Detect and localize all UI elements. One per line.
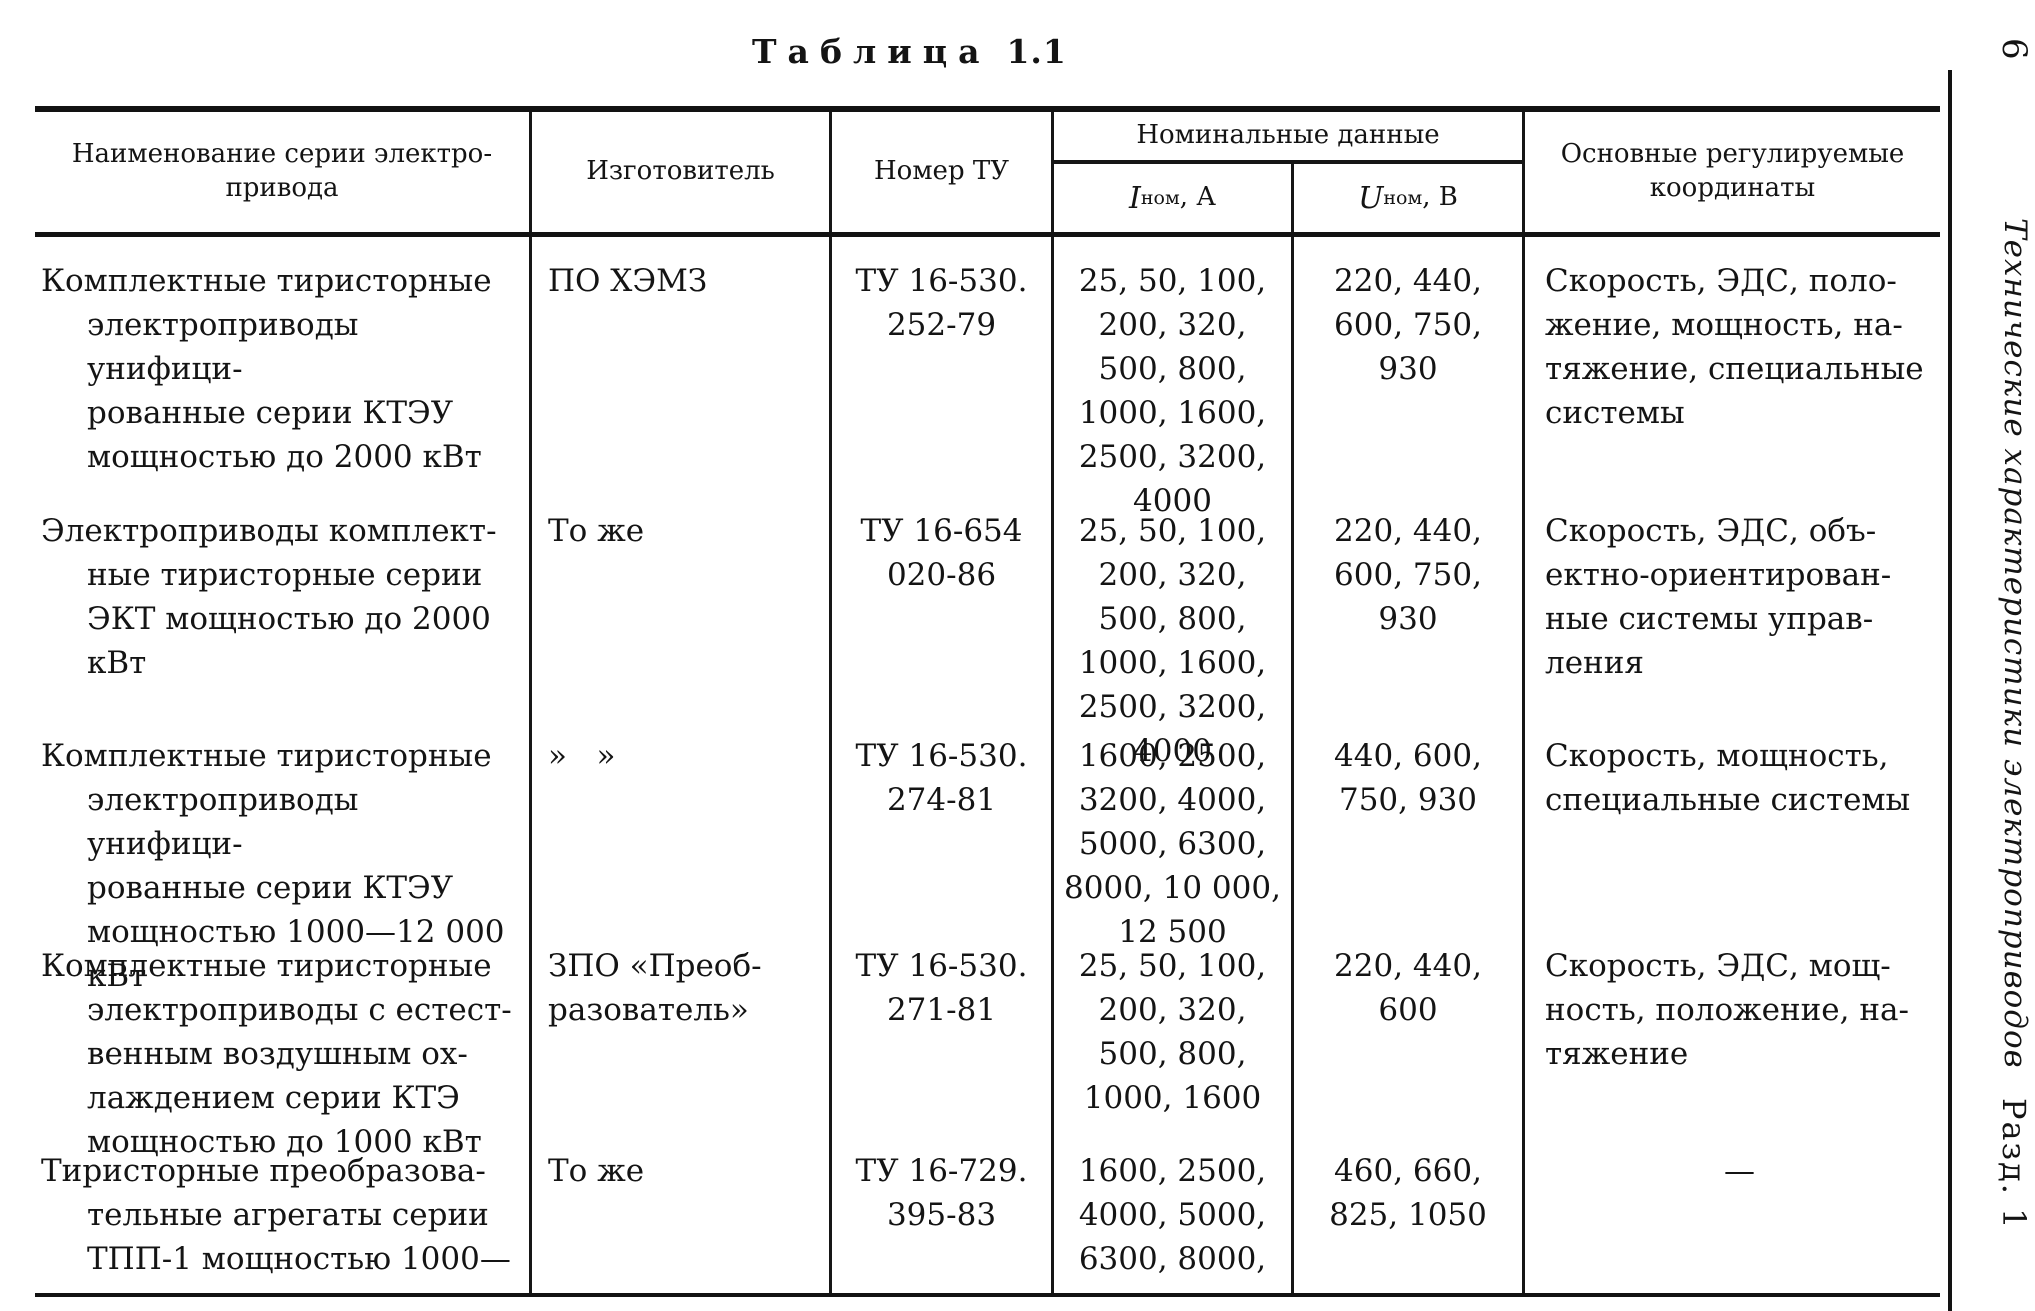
table-title-word: Таблица <box>752 32 991 71</box>
cell-u-nom: 220, 440, 600, 750, 930 <box>1294 237 1525 487</box>
running-title: Технические характеристики электропривод… <box>1997 218 2033 1069</box>
margin-divider-line <box>1948 70 1952 1311</box>
cell-manufacturer: То же <box>532 1127 832 1293</box>
col-header-coordinates: Основные регулируемые координаты <box>1560 139 1905 203</box>
col-header-series-name: Наименование серии электро- привода <box>35 112 532 232</box>
cell-i-nom: 1600, 2500, 3200, 4000, 5000, 6300, 8000… <box>1054 712 1294 950</box>
table-body: Комплектные тиристорные электроприводы у… <box>35 237 1940 1297</box>
cell-series-name: Тиристорные преобразова- тельные агрегат… <box>35 1127 532 1293</box>
cell-tu-number: ТУ 16-530. 252-79 <box>832 237 1054 487</box>
cell-manufacturer: » » <box>532 712 832 922</box>
i-symbol: I <box>1129 180 1141 216</box>
cell-tu-number: ТУ 16-530. 274-81 <box>832 712 1054 922</box>
data-table: Наименование серии электро- привода Изго… <box>35 106 1940 1297</box>
u-subscript: ном <box>1383 186 1423 209</box>
cell-coordinates: Скорость, ЭДС, мощ- ность, положение, на… <box>1545 948 1909 1073</box>
cell-coordinates: — <box>1724 1153 1755 1189</box>
cell-series-name: Комплектные тиристорные электроприводы с… <box>35 922 532 1160</box>
cell-u-nom: 460, 660, 825, 1050 <box>1294 1127 1525 1293</box>
i-subscript: ном <box>1140 186 1180 209</box>
col-header-tu-number: Номер ТУ <box>832 112 1054 232</box>
cell-i-nom: 1600, 2500, 4000, 5000, 6300, 8000, <box>1054 1127 1294 1293</box>
section-label: Разд. 1 <box>1995 1098 2033 1231</box>
table-header: Наименование серии электро- привода Изго… <box>35 106 1940 237</box>
cell-u-nom: 220, 440, 600 <box>1294 922 1525 1127</box>
cell-i-nom: 25, 50, 100, 200, 320, 500, 800, 1000, 1… <box>1054 487 1294 769</box>
cell-series-name: Комплектные тиристорные электроприводы у… <box>35 237 532 487</box>
cell-tu-number: ТУ 16-530. 271-81 <box>832 922 1054 1127</box>
cell-u-nom: 440, 600, 750, 930 <box>1294 712 1525 922</box>
cell-manufacturer: То же <box>532 487 832 712</box>
cell-series-name: Комплектные тиристорные электроприводы у… <box>35 712 532 994</box>
col-header-nominal-data: Номинальные данные <box>1054 112 1525 164</box>
cell-manufacturer: ПО ХЭМЗ <box>532 237 832 487</box>
i-unit: , А <box>1179 182 1216 213</box>
table-title-number: 1.1 <box>1006 32 1067 71</box>
cell-coordinates: Скорость, ЭДС, поло- жение, мощность, на… <box>1545 263 1924 432</box>
cell-i-nom: 25, 50, 100, 200, 320, 500, 800, 1000, 1… <box>1054 922 1294 1127</box>
cell-tu-number: ТУ 16-729. 395-83 <box>832 1127 1054 1293</box>
cell-series-name: Электроприводы комплект- ные тиристорные… <box>35 487 532 712</box>
page-number: 6 <box>1994 38 2034 60</box>
cell-i-nom: 25, 50, 100, 200, 320, 500, 800, 1000, 1… <box>1054 237 1294 519</box>
col-header-manufacturer: Изготовитель <box>532 112 832 232</box>
u-symbol: U <box>1358 180 1384 216</box>
cell-coordinates: Скорость, мощность, специальные системы <box>1545 738 1911 819</box>
cell-tu-number: ТУ 16-654 020-86 <box>832 487 1054 712</box>
cell-u-nom: 220, 440, 600, 750, 930 <box>1294 487 1525 712</box>
table-title: Таблица 1.1 <box>752 32 1067 71</box>
cell-manufacturer: ЗПО «Преоб- разователь» <box>532 922 832 1127</box>
u-unit: , В <box>1422 182 1458 213</box>
cell-coordinates: Скорость, ЭДС, объ- ектно-ориентирован- … <box>1545 513 1892 682</box>
